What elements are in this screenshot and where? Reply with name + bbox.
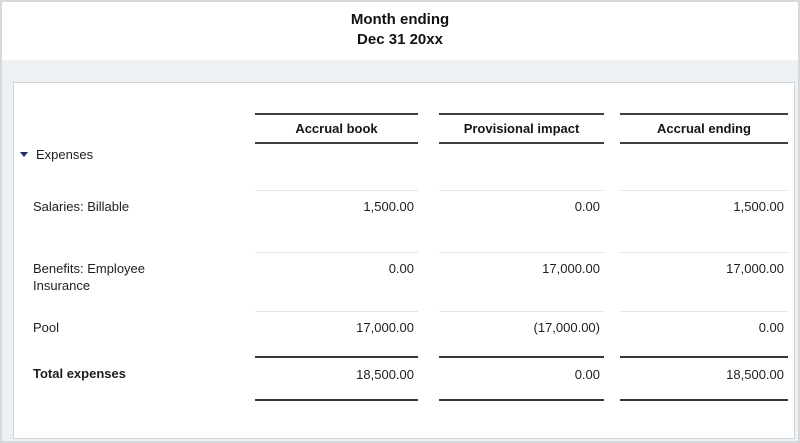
- cell-provisional-impact: (17,000.00): [439, 311, 604, 335]
- cell-accrual-ending: 0.00: [620, 311, 788, 335]
- column-header-provisional-impact: Provisional impact: [439, 113, 604, 144]
- column-header-accrual-book: Accrual book: [255, 113, 418, 144]
- cell-provisional-impact: 17,000.00: [439, 252, 604, 276]
- report-period-line1: Month ending: [350, 11, 450, 28]
- cell-accrual-book: 17,000.00: [255, 311, 418, 335]
- cell-accrual-ending: 17,000.00: [620, 252, 788, 276]
- table-row-benefits-employee-insurance: Benefits: Employee Insurance 0.00 17,000…: [14, 252, 794, 311]
- triangle-down-collapse-icon[interactable]: [20, 152, 28, 157]
- cell-accrual-book: 1,500.00: [255, 190, 418, 214]
- total-cell-accrual-ending: 18,500.00: [620, 356, 788, 401]
- report-table-card: Accrual book Provisional impact Accrual …: [13, 82, 795, 439]
- total-cell-accrual-book: 18,500.00: [255, 356, 418, 401]
- total-cell-provisional-impact: 0.00: [439, 356, 604, 401]
- column-header-label: Accrual ending: [657, 121, 751, 136]
- expenses-group-label: Expenses: [36, 147, 94, 162]
- table-row-total-expenses: Total expenses 18,500.00 0.00 18,500.00: [14, 356, 794, 401]
- total-row-label: Total expenses: [33, 366, 126, 381]
- cell-provisional-impact: 0.00: [439, 190, 604, 214]
- report-period-header: Month ending Dec 31 20xx: [2, 2, 798, 60]
- report-period-line2: Dec 31 20xx: [357, 31, 443, 48]
- table-row-salaries-billable: Salaries: Billable 1,500.00 0.00 1,500.0…: [14, 190, 794, 252]
- row-label: Benefits: Employee Insurance: [33, 261, 146, 293]
- column-header-accrual-ending: Accrual ending: [620, 113, 788, 144]
- cell-accrual-ending: 1,500.00: [620, 190, 788, 214]
- row-label: Pool: [33, 320, 60, 335]
- column-header-label: Accrual book: [295, 121, 378, 136]
- column-header-label: Provisional impact: [463, 121, 580, 136]
- row-label: Salaries: Billable: [33, 199, 130, 214]
- expenses-group-toggle[interactable]: Expenses: [20, 147, 93, 162]
- table-row-pool: Pool 17,000.00 (17,000.00) 0.00: [14, 311, 794, 356]
- cell-accrual-book: 0.00: [255, 252, 418, 276]
